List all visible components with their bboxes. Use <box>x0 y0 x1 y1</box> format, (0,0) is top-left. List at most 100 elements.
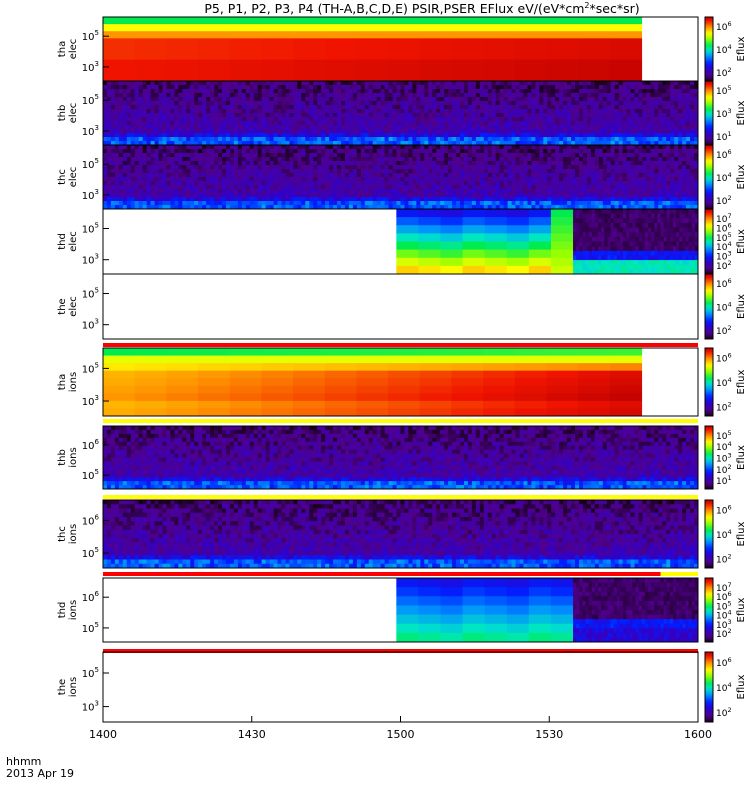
heatmap-cell <box>166 193 171 198</box>
heatmap-cell <box>555 145 560 150</box>
heatmap-cell <box>198 157 203 162</box>
heatmap-cell <box>317 157 322 162</box>
heatmap-cell <box>265 121 271 126</box>
heatmap-cell <box>313 185 318 190</box>
heatmap-cell <box>122 149 128 154</box>
heatmap-cell <box>341 105 346 110</box>
heatmap-cell <box>543 177 548 182</box>
heatmap-cell <box>344 197 350 202</box>
heatmap-cell <box>388 181 394 186</box>
heatmap-cell <box>690 101 695 106</box>
heatmap-cell <box>146 173 152 178</box>
heatmap-cell <box>333 201 338 206</box>
heatmap-cell <box>646 81 651 86</box>
heatmap-cell <box>146 125 152 130</box>
heatmap-cell <box>448 113 453 118</box>
heatmap-cell <box>293 177 298 182</box>
heatmap-cell <box>487 181 493 186</box>
heatmap-cell <box>682 165 687 170</box>
heatmap-cell <box>543 105 548 110</box>
heatmap-cell <box>392 137 398 142</box>
heatmap-cell <box>249 205 255 209</box>
heatmap-cell <box>622 137 628 142</box>
heatmap-cell <box>614 193 620 198</box>
heatmap-cell <box>666 153 671 158</box>
heatmap-cell <box>289 145 294 150</box>
heatmap-cell <box>110 145 116 150</box>
heatmap-cell <box>202 173 207 178</box>
heatmap-cell <box>198 52 231 61</box>
heatmap-cell <box>396 113 401 118</box>
heatmap-cell <box>460 113 465 118</box>
heatmap-cell <box>186 161 191 166</box>
heatmap-cell <box>404 141 409 145</box>
heatmap-cell <box>674 149 679 154</box>
heatmap-cell <box>444 197 449 202</box>
heatmap-cell <box>249 137 255 142</box>
heatmap-cell <box>598 193 604 198</box>
heatmap-cell <box>202 129 207 134</box>
heatmap-cell <box>245 173 251 178</box>
heatmap-cell <box>563 105 568 110</box>
heatmap-cell <box>690 125 695 130</box>
heatmap-cell <box>514 24 548 32</box>
heatmap-cell <box>602 101 608 106</box>
heatmap-cell <box>436 89 441 94</box>
heatmap-cell <box>650 193 655 198</box>
heatmap-cell <box>103 185 108 190</box>
heatmap-cell <box>579 185 584 190</box>
heatmap-cell <box>658 193 663 198</box>
heatmap-cell <box>514 73 548 81</box>
heatmap-cell <box>245 141 251 145</box>
heatmap-cell <box>233 93 239 98</box>
heatmap-cell <box>396 81 401 86</box>
heatmap-cell <box>309 85 314 90</box>
heatmap-cell <box>261 101 267 106</box>
heatmap-cell <box>281 89 286 94</box>
heatmap-cell <box>321 129 326 134</box>
heatmap-cell <box>174 205 179 209</box>
heatmap-cell <box>428 149 433 154</box>
heatmap-cell <box>106 117 112 122</box>
heatmap-cell <box>126 97 132 102</box>
heatmap-cell <box>253 177 259 182</box>
heatmap-cell <box>654 193 659 198</box>
heatmap-cell <box>162 141 167 145</box>
heatmap-cell <box>642 193 647 198</box>
heatmap-cell <box>658 125 663 130</box>
heatmap-cell <box>110 205 116 209</box>
heatmap-cell <box>658 189 663 194</box>
heatmap-cell <box>198 177 203 182</box>
heatmap-cell <box>559 129 564 134</box>
heatmap-cell <box>134 121 140 126</box>
heatmap-cell <box>360 133 366 138</box>
heatmap-cell <box>301 201 306 206</box>
heatmap-cell <box>229 24 262 32</box>
heatmap-cell <box>134 205 140 209</box>
heatmap-cell <box>237 137 243 142</box>
heatmap-cell <box>514 45 548 54</box>
heatmap-cell <box>344 93 350 98</box>
heatmap-cell <box>519 205 524 209</box>
heatmap-cell <box>289 141 294 145</box>
heatmap-cell <box>606 133 612 138</box>
heatmap-cell <box>321 185 326 190</box>
heatmap-cell <box>586 85 592 90</box>
heatmap-cell <box>146 201 152 206</box>
heatmap-cell <box>384 109 390 114</box>
heatmap-cell <box>582 129 588 134</box>
heatmap-cell <box>249 117 255 122</box>
heatmap-cell <box>479 157 485 162</box>
heatmap-cell <box>590 97 596 102</box>
heatmap-cell <box>114 165 120 170</box>
heatmap-cell <box>337 185 342 190</box>
heatmap-cell <box>539 89 544 94</box>
heatmap-cell <box>563 101 568 106</box>
heatmap-cell <box>352 141 358 145</box>
heatmap-cell <box>249 169 255 174</box>
heatmap-cell <box>547 109 552 114</box>
heatmap-cell <box>419 59 453 68</box>
heatmap-cell <box>126 205 132 209</box>
heatmap-cell <box>158 101 163 106</box>
heatmap-cell <box>396 153 401 158</box>
